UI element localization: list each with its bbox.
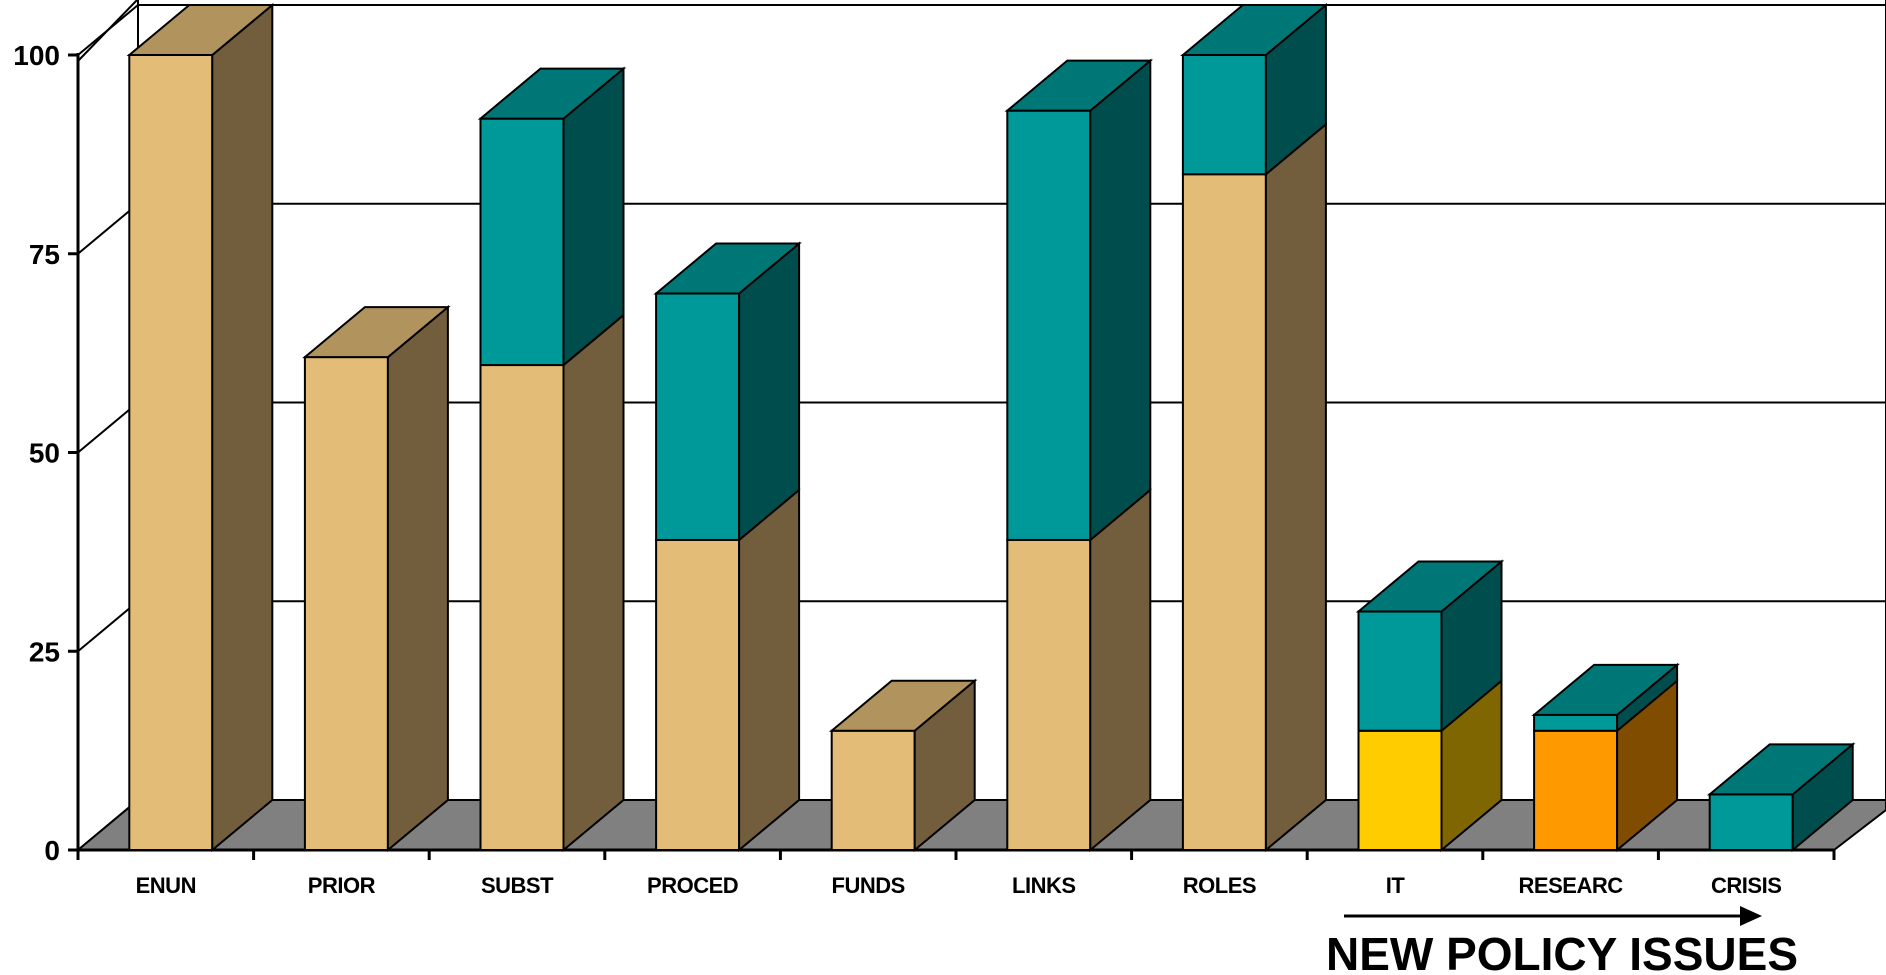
bar-segment-front-it-s0 [1357, 729, 1443, 851]
bar-top-links [1004, 59, 1154, 112]
axis-labels: 0 25 50 75 100 ENUN PRIOR SUBST PROCED FUNDS LINKS… [13, 40, 1782, 898]
bar-it [1355, 559, 1505, 853]
bar-segment-front-subst-s1 [479, 117, 565, 367]
bar-segment-side-roles-s0 [1264, 122, 1327, 853]
x-tick-label-enun: ENUN [136, 873, 196, 898]
bar-segment-front-prior-s0 [303, 356, 389, 851]
bar-top-crisis [1706, 743, 1856, 796]
bar-segment-front-roles-s1 [1181, 54, 1267, 176]
bar-segment-front-researc-s0 [1533, 729, 1619, 851]
bar-segment-side-links-s0 [1089, 487, 1152, 853]
bar-roles [1180, 2, 1329, 853]
bar-segment-front-researc-s1 [1533, 713, 1619, 732]
bar-researc [1531, 662, 1680, 853]
bar-segment-side-prior-s0 [386, 304, 449, 853]
gridline-side [77, 202, 139, 255]
bar-segment-front-enun-s0 [128, 54, 214, 851]
bar-top-roles [1180, 4, 1329, 56]
x-tick-label-funds: FUNDS [832, 873, 905, 898]
bar-segment-side-proced-s0 [738, 487, 801, 853]
bar-segment-front-roles-s0 [1181, 173, 1267, 851]
x-tick-label-researc: RESEARC [1519, 873, 1624, 898]
bar-prior [302, 304, 451, 853]
x-tick-label-prior: PRIOR [308, 873, 376, 898]
bar-top-prior [302, 306, 451, 359]
bar-top-enun [126, 4, 276, 56]
x-tick-label-crisis: CRISIS [1711, 873, 1781, 898]
bars [126, 2, 1856, 853]
y-tick-label: 25 [29, 636, 60, 667]
bar-top-it [1355, 560, 1505, 613]
bar-subst [477, 66, 627, 853]
bar-segment-front-funds-s0 [830, 729, 916, 851]
y-tick-label: 50 [29, 438, 60, 469]
x-tick-label-links: LINKS [1012, 873, 1076, 898]
bar-links [1004, 58, 1154, 853]
bar-top-funds [828, 679, 978, 732]
bar-funds [828, 678, 978, 853]
y-tick-label: 75 [29, 239, 60, 270]
bar-segment-side-subst-s0 [562, 312, 625, 853]
bar-enun [126, 2, 276, 853]
bar-top-researc [1531, 663, 1680, 716]
bar-crisis [1706, 742, 1856, 853]
new-policy-issues-annotation: NEW POLICY ISSUES [1326, 906, 1798, 975]
bar-segment-side-enun-s0 [211, 2, 274, 853]
bar-segment-front-proced-s0 [655, 538, 741, 851]
bar-segment-side-subst-s1 [562, 66, 625, 368]
bar-segment-side-links-s1 [1089, 58, 1152, 543]
bar-segment-front-links-s0 [1006, 538, 1092, 851]
annotation-text: NEW POLICY ISSUES [1326, 928, 1798, 975]
bar-segment-front-subst-s0 [479, 364, 565, 851]
bar-segment-front-crisis-s1 [1708, 793, 1794, 851]
x-tick-label-subst: SUBST [481, 873, 554, 898]
bar-segment-front-links-s1 [1006, 109, 1092, 541]
x-tick-label-roles: ROLES [1183, 873, 1256, 898]
bar-proced [653, 241, 802, 853]
bar-segment-front-proced-s1 [655, 292, 741, 541]
x-tick-label-proced: PROCED [647, 873, 738, 898]
bar-top-proced [653, 242, 802, 295]
annotation-arrowhead [1740, 906, 1762, 926]
gridline-side [77, 4, 139, 56]
bar-top-subst [477, 67, 627, 120]
gridline-side [77, 401, 139, 454]
gridline-side [77, 600, 139, 653]
bar-segment-side-proced-s1 [738, 241, 801, 543]
y-tick-label: 100 [13, 40, 60, 71]
y-tick-label: 0 [44, 835, 60, 866]
bar-segment-front-it-s1 [1357, 610, 1443, 732]
x-tick-label-it: IT [1386, 873, 1406, 898]
